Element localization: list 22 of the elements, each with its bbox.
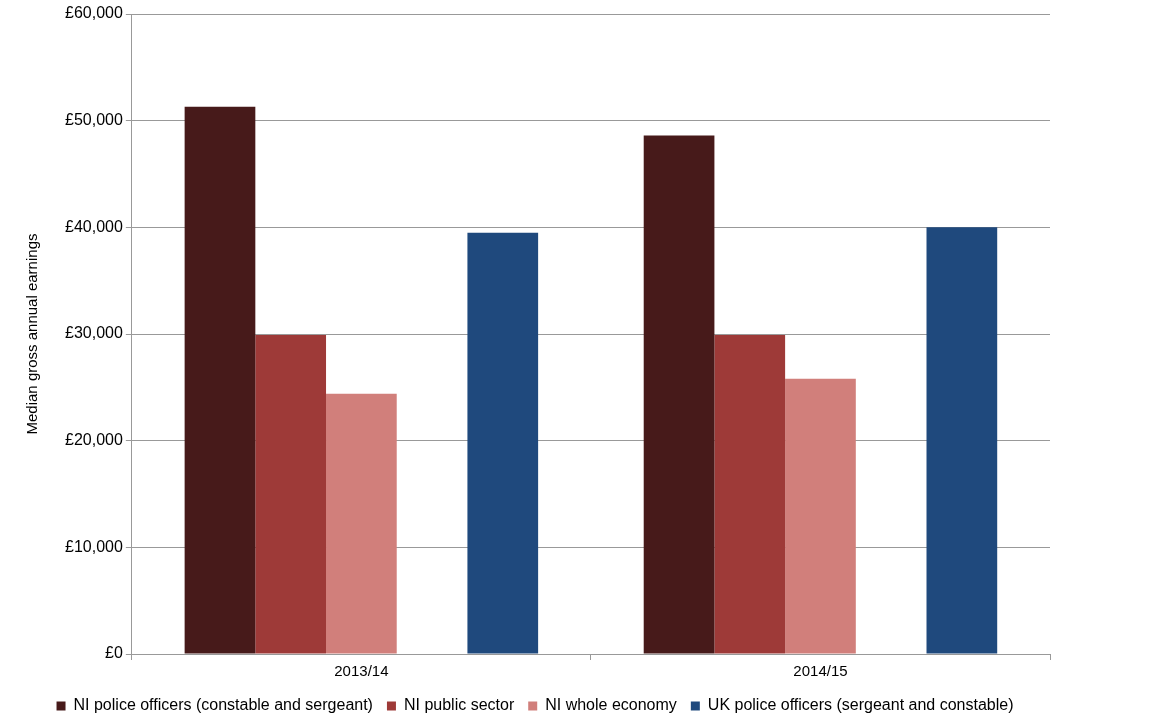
legend-label: UK police officers (sergeant and constable) [707,696,1014,714]
legend-label: NI police officers (constable and sergeant) [73,696,373,714]
bar [326,393,397,654]
legend-label: NI whole economy [545,696,677,714]
y-tick-label: £40,000 [64,217,123,235]
bar [184,106,256,654]
y-tick-label: £20,000 [64,431,123,449]
y-tick-label: £0 [105,644,123,662]
bar [926,227,998,654]
y-tick-label: £60,000 [64,4,123,22]
bar [255,335,327,654]
bar [714,335,786,654]
bar [785,378,856,654]
x-tick-label: 2014/15 [793,662,848,680]
y-axis-title: Median gross annual earnings [23,233,41,435]
y-tick-label: £10,000 [64,537,123,555]
y-tick-label: £50,000 [64,111,123,129]
bar [467,232,539,654]
legend-label: NI public sector [403,696,515,714]
x-tick-label: 2013/14 [334,662,389,680]
bar [643,135,715,654]
y-tick-label: £30,000 [64,324,123,342]
